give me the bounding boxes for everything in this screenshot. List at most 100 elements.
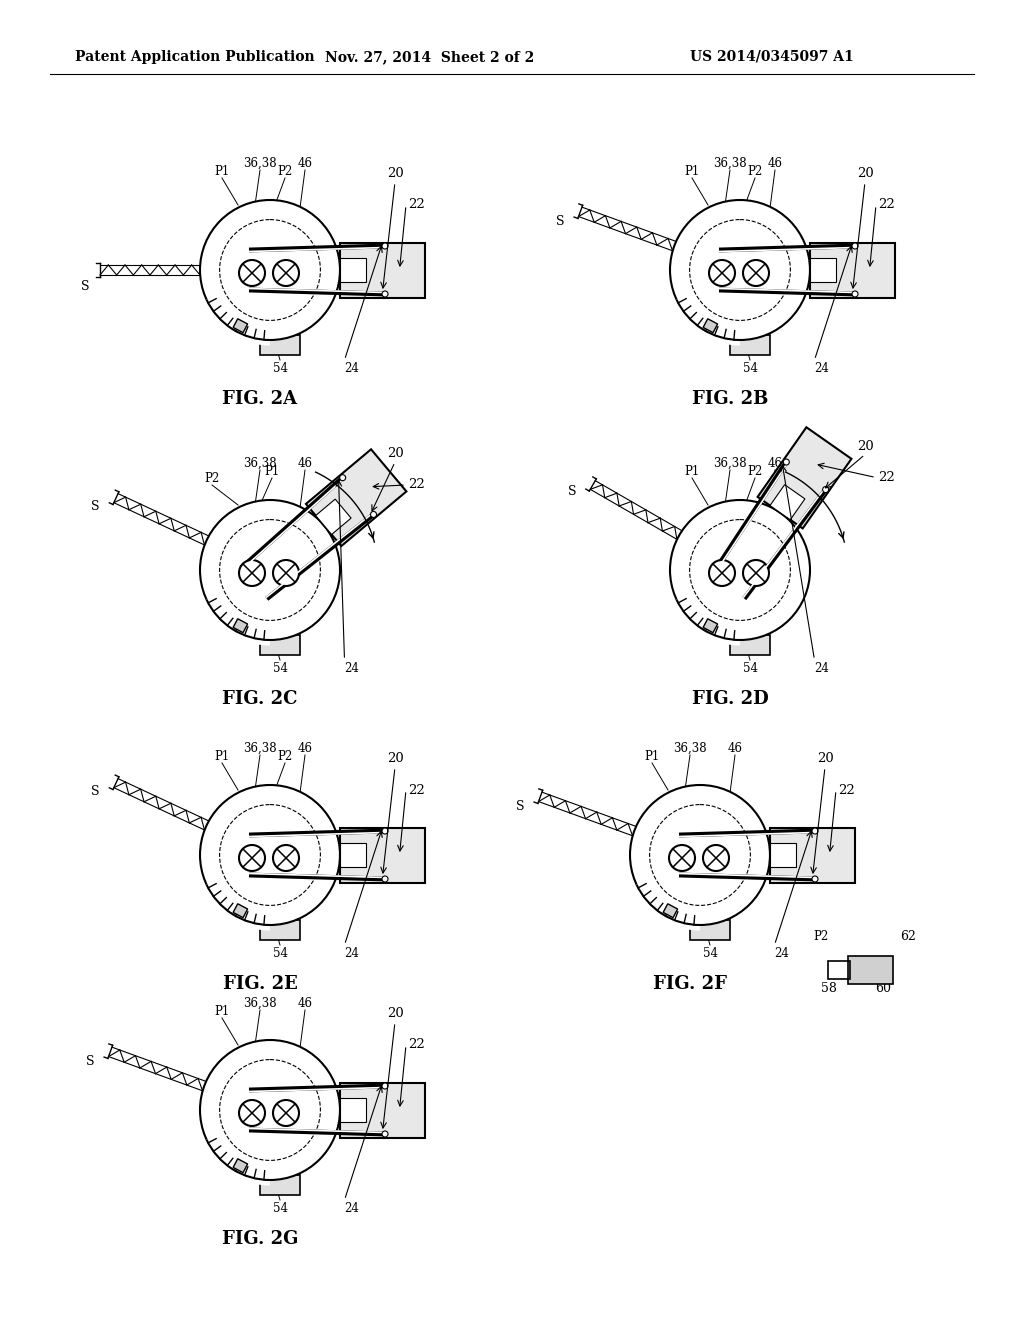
Text: US 2014/0345097 A1: US 2014/0345097 A1 [690,50,854,63]
Circle shape [371,511,377,517]
Text: 46: 46 [298,157,312,170]
Circle shape [812,828,818,834]
Text: P2: P2 [278,165,293,178]
Circle shape [273,260,299,286]
Text: 20: 20 [816,752,834,766]
Text: 24: 24 [344,1203,359,1214]
Text: 46: 46 [298,457,312,470]
Circle shape [670,201,810,341]
Polygon shape [260,635,300,655]
Circle shape [340,475,346,480]
Text: 54: 54 [272,663,288,675]
Polygon shape [233,318,248,333]
Circle shape [239,260,265,286]
Text: 54: 54 [272,946,288,960]
Text: 46: 46 [298,997,312,1010]
Text: 36,38: 36,38 [243,157,276,170]
Circle shape [670,500,810,640]
Text: P2: P2 [813,931,828,942]
Circle shape [822,487,828,492]
Text: 22: 22 [408,1039,425,1052]
Circle shape [669,845,695,871]
Circle shape [239,1100,265,1126]
Circle shape [200,201,340,341]
Polygon shape [690,920,730,940]
Text: FIG. 2E: FIG. 2E [222,975,297,993]
Text: 22: 22 [878,198,895,211]
Text: FIG. 2F: FIG. 2F [653,975,727,993]
Circle shape [273,845,299,871]
Text: 46: 46 [298,742,312,755]
Circle shape [239,845,265,871]
Text: 24: 24 [344,663,359,675]
Text: 24: 24 [344,946,359,960]
Text: 20: 20 [387,447,403,459]
Circle shape [273,1100,299,1126]
Polygon shape [340,842,366,867]
Polygon shape [810,243,895,297]
Text: FIG. 2A: FIG. 2A [222,389,298,408]
Polygon shape [730,635,770,655]
Text: 54: 54 [272,1203,288,1214]
Polygon shape [770,828,855,883]
Text: S: S [91,785,99,797]
Text: 20: 20 [857,440,873,453]
Text: FIG. 2B: FIG. 2B [692,389,768,408]
Text: P2: P2 [205,473,219,484]
Polygon shape [770,842,796,867]
Text: 54: 54 [272,362,288,375]
Circle shape [382,1131,388,1137]
Polygon shape [233,1159,248,1172]
Text: FIG. 2G: FIG. 2G [222,1230,298,1247]
Text: FIG. 2C: FIG. 2C [222,690,298,708]
Polygon shape [233,904,248,917]
Text: 62: 62 [900,931,916,942]
Text: S: S [91,500,99,512]
Text: 36,38: 36,38 [243,457,276,470]
Text: S: S [516,800,525,813]
Circle shape [743,560,769,586]
Polygon shape [664,904,678,917]
Circle shape [743,260,769,286]
Circle shape [239,560,265,586]
Polygon shape [260,1175,300,1195]
Text: 22: 22 [408,479,425,491]
Text: 36,38: 36,38 [713,457,746,470]
Polygon shape [340,257,366,282]
Text: 60: 60 [874,982,891,995]
Text: 20: 20 [857,168,873,180]
Circle shape [382,828,388,834]
Polygon shape [233,619,248,632]
Text: P2: P2 [748,165,763,178]
Text: P1: P1 [644,750,659,763]
Text: 24: 24 [774,946,790,960]
Text: 46: 46 [768,157,782,170]
Polygon shape [306,449,407,546]
Text: S: S [86,1055,95,1068]
Text: P1: P1 [214,1005,229,1018]
Polygon shape [260,920,300,940]
Text: 46: 46 [727,742,742,755]
Text: 22: 22 [408,198,425,211]
Circle shape [200,500,340,640]
Text: 20: 20 [387,752,403,766]
Text: 22: 22 [878,471,895,484]
Polygon shape [703,619,718,632]
Text: 20: 20 [387,168,403,180]
Text: 54: 54 [742,663,758,675]
Text: S: S [81,280,89,293]
Circle shape [200,1040,340,1180]
Text: Patent Application Publication: Patent Application Publication [75,50,314,63]
Text: 24: 24 [814,362,829,375]
Text: 22: 22 [838,784,855,796]
Text: FIG. 2D: FIG. 2D [691,690,768,708]
Polygon shape [340,1082,425,1138]
Polygon shape [770,484,805,520]
Polygon shape [810,257,836,282]
Circle shape [852,290,858,297]
Text: P1: P1 [684,165,699,178]
Text: P1: P1 [264,465,280,478]
Circle shape [273,560,299,586]
Text: 36,38: 36,38 [673,742,707,755]
Circle shape [703,845,729,871]
